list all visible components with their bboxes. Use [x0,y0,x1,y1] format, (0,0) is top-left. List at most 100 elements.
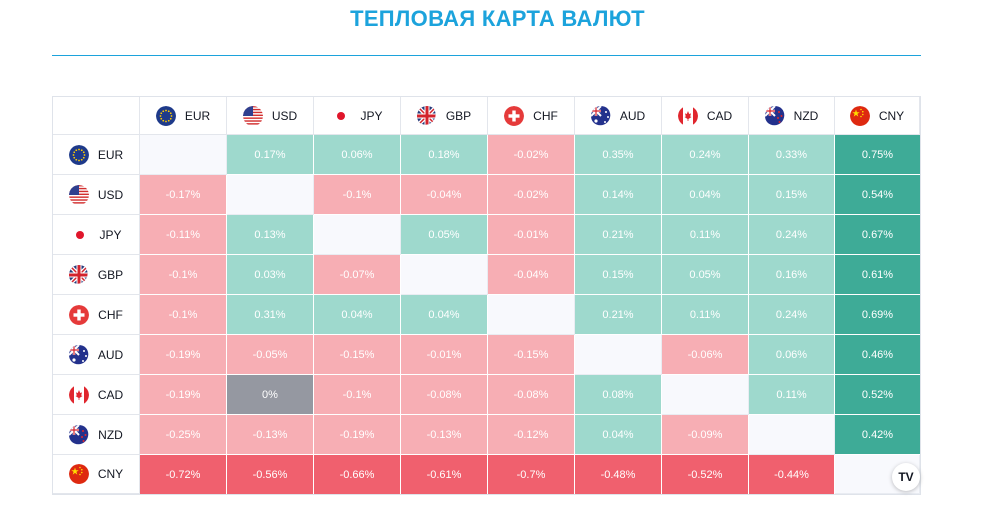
us-flag-icon [69,185,89,205]
heatmap-cell-nzd-usd[interactable]: -0.13% [227,415,314,455]
heatmap-cell-nzd-eur[interactable]: -0.25% [140,415,227,455]
heatmap-cell-gbp-eur[interactable]: -0.1% [140,255,227,295]
heatmap-cell-eur-usd[interactable]: 0.17% [227,135,314,175]
heatmap-cell-cny-eur[interactable]: -0.72% [140,455,227,494]
heatmap-cell-gbp-aud[interactable]: 0.15% [575,255,662,295]
heatmap-cell-jpy-usd[interactable]: 0.13% [227,215,314,255]
row-header-cad[interactable]: CAD [53,375,140,415]
heatmap-cell-gbp-jpy[interactable]: -0.07% [314,255,401,295]
heatmap-cell-chf-eur[interactable]: -0.1% [140,295,227,335]
heatmap-cell-eur-cny[interactable]: 0.75% [835,135,920,175]
heatmap-cell-aud-cny[interactable]: 0.46% [835,335,920,375]
heatmap-cell-gbp-cad[interactable]: 0.05% [662,255,749,295]
heatmap-cell-cad-eur[interactable]: -0.19% [140,375,227,415]
heatmap-cell-cad-cny[interactable]: 0.52% [835,375,920,415]
heatmap-cell-eur-cad[interactable]: 0.24% [662,135,749,175]
heatmap-cell-chf-cny[interactable]: 0.69% [835,295,920,335]
heatmap-cell-usd-cny[interactable]: 0.54% [835,175,920,215]
heatmap-cell-eur-nzd[interactable]: 0.33% [749,135,835,175]
heatmap-cell-aud-nzd[interactable]: 0.06% [749,335,835,375]
heatmap-cell-jpy-eur[interactable]: -0.11% [140,215,227,255]
currency-code: USD [271,108,298,123]
currency-code: EUR [184,108,211,123]
heatmap-cell-chf-jpy[interactable]: 0.04% [314,295,401,335]
heatmap-cell-usd-nzd[interactable]: 0.15% [749,175,835,215]
jp-flag-icon [331,105,352,126]
heatmap-cell-cad-chf[interactable]: -0.08% [488,375,575,415]
ch-flag-icon [69,304,90,325]
column-header-cad[interactable]: CAD [662,97,749,135]
heatmap-cell-usd-aud[interactable]: 0.14% [575,175,662,215]
heatmap-cell-usd-eur[interactable]: -0.17% [140,175,227,215]
heatmap-cell-chf-cad[interactable]: 0.11% [662,295,749,335]
heatmap-cell-chf-nzd[interactable]: 0.24% [749,295,835,335]
heatmap-cell-cny-nzd[interactable]: -0.44% [749,455,835,494]
heatmap-cell-eur-aud[interactable]: 0.35% [575,135,662,175]
heatmap-cell-gbp-usd[interactable]: 0.03% [227,255,314,295]
heatmap-cell-chf-aud[interactable]: 0.21% [575,295,662,335]
row-header-gbp[interactable]: GBP [53,255,140,295]
heatmap-cell-jpy-nzd[interactable]: 0.24% [749,215,835,255]
heatmap-cell-jpy-aud[interactable]: 0.21% [575,215,662,255]
column-header-eur[interactable]: EUR [140,97,227,135]
heatmap-cell-chf-gbp[interactable]: 0.04% [401,295,488,335]
heatmap-cell-aud-chf[interactable]: -0.15% [488,335,575,375]
row-header-usd[interactable]: USD [53,175,140,215]
heatmap-cell-cad-gbp[interactable]: -0.08% [401,375,488,415]
heatmap-cell-cad-usd[interactable]: 0% [227,375,314,415]
heatmap-cell-nzd-jpy[interactable]: -0.19% [314,415,401,455]
currency-code: USD [97,187,124,202]
heatmap-cell-nzd-gbp[interactable]: -0.13% [401,415,488,455]
heatmap-cell-gbp-chf[interactable]: -0.04% [488,255,575,295]
heatmap-cell-usd-chf[interactable]: -0.02% [488,175,575,215]
heatmap-cell-nzd-chf[interactable]: -0.12% [488,415,575,455]
heatmap-cell-cny-cad[interactable]: -0.52% [662,455,749,494]
column-header-cny[interactable]: CNY [835,97,920,135]
heatmap-cell-cad-cad [662,375,749,415]
heatmap-cell-cny-aud[interactable]: -0.48% [575,455,662,494]
column-header-gbp[interactable]: GBP [401,97,488,135]
currency-code: CAD [97,387,124,402]
heatmap-cell-nzd-aud[interactable]: 0.04% [575,415,662,455]
heatmap-cell-aud-eur[interactable]: -0.19% [140,335,227,375]
row-header-cny[interactable]: CNY [53,455,140,494]
heatmap-cell-usd-jpy[interactable]: -0.1% [314,175,401,215]
column-header-nzd[interactable]: NZD [749,97,835,135]
heatmap-cell-jpy-gbp[interactable]: 0.05% [401,215,488,255]
row-header-eur[interactable]: EUR [53,135,140,175]
heatmap-cell-chf-usd[interactable]: 0.31% [227,295,314,335]
heatmap-cell-aud-cad[interactable]: -0.06% [662,335,749,375]
heatmap-cell-aud-jpy[interactable]: -0.15% [314,335,401,375]
heatmap-cell-usd-gbp[interactable]: -0.04% [401,175,488,215]
column-header-aud[interactable]: AUD [575,97,662,135]
heatmap-cell-gbp-nzd[interactable]: 0.16% [749,255,835,295]
heatmap-cell-jpy-cny[interactable]: 0.67% [835,215,920,255]
heatmap-cell-jpy-cad[interactable]: 0.11% [662,215,749,255]
heatmap-cell-nzd-cny[interactable]: 0.42% [835,415,920,455]
au-flag-icon [591,106,611,126]
row-header-nzd[interactable]: NZD [53,415,140,455]
heatmap-cell-cny-jpy[interactable]: -0.66% [314,455,401,494]
tradingview-logo-icon[interactable]: TV [892,463,920,491]
heatmap-cell-eur-chf[interactable]: -0.02% [488,135,575,175]
column-header-jpy[interactable]: JPY [314,97,401,135]
heatmap-cell-nzd-cad[interactable]: -0.09% [662,415,749,455]
column-header-chf[interactable]: CHF [488,97,575,135]
heatmap-cell-cad-jpy[interactable]: -0.1% [314,375,401,415]
heatmap-cell-cad-aud[interactable]: 0.08% [575,375,662,415]
column-header-usd[interactable]: USD [227,97,314,135]
heatmap-cell-usd-cad[interactable]: 0.04% [662,175,749,215]
heatmap-cell-cny-chf[interactable]: -0.7% [488,455,575,494]
heatmap-cell-eur-jpy[interactable]: 0.06% [314,135,401,175]
heatmap-cell-aud-gbp[interactable]: -0.01% [401,335,488,375]
heatmap-cell-aud-usd[interactable]: -0.05% [227,335,314,375]
row-header-aud[interactable]: AUD [53,335,140,375]
heatmap-cell-cny-usd[interactable]: -0.56% [227,455,314,494]
heatmap-cell-gbp-cny[interactable]: 0.61% [835,255,920,295]
heatmap-cell-cny-gbp[interactable]: -0.61% [401,455,488,494]
heatmap-cell-cad-nzd[interactable]: 0.11% [749,375,835,415]
heatmap-cell-jpy-chf[interactable]: -0.01% [488,215,575,255]
heatmap-cell-eur-gbp[interactable]: 0.18% [401,135,488,175]
row-header-jpy[interactable]: JPY [53,215,140,255]
row-header-chf[interactable]: CHF [53,295,140,335]
